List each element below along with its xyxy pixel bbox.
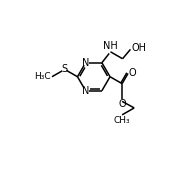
Text: OH: OH — [132, 43, 146, 53]
Text: O: O — [118, 99, 126, 109]
Text: N: N — [82, 58, 89, 68]
Text: CH₃: CH₃ — [114, 116, 130, 125]
Text: NH: NH — [103, 41, 118, 51]
Text: N: N — [82, 86, 89, 96]
Text: S: S — [62, 64, 68, 74]
Text: H₃C: H₃C — [34, 72, 50, 81]
Text: O: O — [128, 68, 136, 78]
